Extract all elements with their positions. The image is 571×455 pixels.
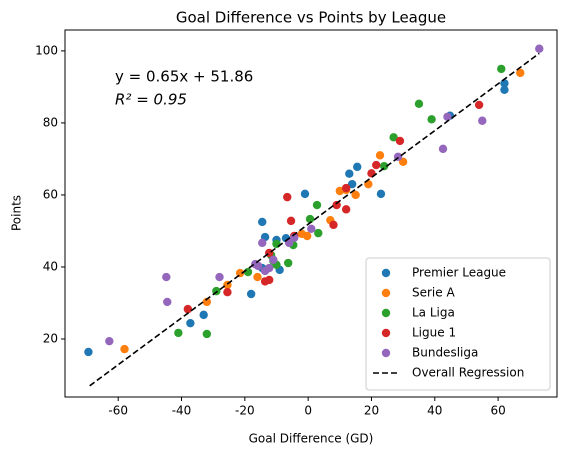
y-tick-label: 40 [43,259,58,273]
data-point [223,287,232,297]
data-point [162,272,171,282]
legend-label: Bundesliga [412,346,478,360]
data-point [183,304,193,314]
legend-label: Serie A [412,286,455,300]
data-point [258,238,267,248]
data-point [345,169,354,178]
legend-marker [381,268,391,278]
x-tick-label: 40 [427,404,442,418]
data-point [535,44,544,53]
data-point [341,205,351,214]
x-axis-label: Goal Difference (GD) [249,432,374,446]
data-point [312,200,322,210]
data-point [332,200,341,210]
x-tick-label: -40 [172,404,192,418]
legend-label: La Liga [412,306,455,320]
data-point [395,136,405,146]
x-tick-label: 20 [364,404,379,418]
data-point [367,169,376,178]
data-point [202,329,212,339]
data-point [202,297,212,307]
data-point [174,328,183,338]
data-point [307,224,316,234]
data-point [474,100,484,110]
data-point [347,179,357,189]
y-axis-label: Points [10,195,24,231]
data-point [305,214,315,224]
data-point [351,190,360,200]
data-point [497,64,506,74]
legend-marker [381,328,391,338]
data-point [414,99,424,109]
data-point [353,162,362,172]
legend-marker [381,308,391,318]
x-tick-label: 0 [304,404,312,418]
plot-frame [64,29,558,398]
regression-line [89,52,540,387]
data-point [284,258,293,268]
data-point [105,336,114,346]
x-tick-label: 60 [490,404,505,418]
data-point [443,112,452,121]
data-point [478,116,487,125]
data-point [375,151,385,160]
data-point [253,272,262,282]
x-tick-label: -20 [235,404,255,418]
data-point [314,228,323,238]
data-point [269,255,278,264]
equation-annotation: y = 0.65x + 51.86 [115,68,253,86]
data-point [290,233,299,243]
data-point [120,344,129,354]
data-point [389,133,398,142]
data-point [427,115,436,124]
y-tick-label: 20 [43,332,58,346]
legend-marker [381,288,391,298]
data-point [329,220,338,230]
data-point [84,347,93,357]
y-tick-label: 60 [43,187,58,201]
data-point [303,231,312,241]
data-point [243,267,253,277]
data-point [283,192,292,202]
data-point [265,275,274,285]
legend-label: Premier League [412,266,506,280]
data-point [215,272,224,282]
data-point [258,217,267,227]
data-point [246,289,256,299]
data-point [379,161,389,171]
r2-annotation: R² = 0.95 [115,91,187,109]
legend-marker [381,348,391,358]
data-point [500,85,509,94]
y-tick-label: 80 [43,115,58,129]
data-point [163,297,172,307]
data-point [372,160,381,170]
chart-title: Goal Difference vs Points by League [176,9,446,27]
data-point [516,68,525,78]
data-point [335,186,345,196]
data-point [286,216,296,226]
legend-label: Overall Regression [412,366,524,380]
data-point [438,144,448,154]
y-tick-label: 100 [35,43,58,57]
legend-box [365,257,551,391]
data-point [500,79,509,88]
data-point [272,239,281,249]
x-tick-label: -60 [108,404,128,418]
data-point [341,183,351,193]
data-point [186,318,195,328]
data-point [376,189,386,199]
legend-label: Ligue 1 [412,326,456,340]
data-point [265,263,274,273]
data-point [300,189,310,199]
data-point [199,310,208,320]
